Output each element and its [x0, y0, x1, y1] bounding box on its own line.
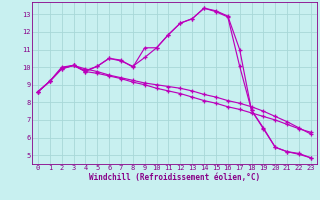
X-axis label: Windchill (Refroidissement éolien,°C): Windchill (Refroidissement éolien,°C) [89, 173, 260, 182]
